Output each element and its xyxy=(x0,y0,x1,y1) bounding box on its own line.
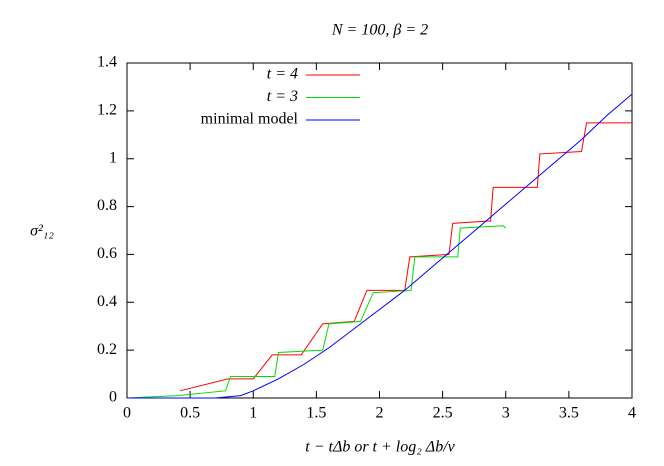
x-tick-label: 3.5 xyxy=(559,405,579,422)
y-axis-label: σ²₁₂ xyxy=(30,223,54,240)
x-tick-label: 0 xyxy=(123,405,131,422)
y-tick-label: 0.2 xyxy=(97,341,117,358)
y-tick-label: 1 xyxy=(109,149,117,166)
series-line xyxy=(127,93,633,399)
x-axis-label: t − tΔb or t + log₂ Δb/v xyxy=(305,439,455,456)
legend-label: minimal model xyxy=(201,111,299,128)
x-tick-label: 1.5 xyxy=(306,405,326,422)
series-line xyxy=(126,225,507,399)
y-tick-label: 0 xyxy=(109,389,117,406)
chart-title: N = 100, β = 2 xyxy=(331,22,428,39)
x-tick-label: 2.5 xyxy=(433,405,453,422)
y-tick-label: 1.2 xyxy=(97,102,117,119)
x-tick-label: 0.5 xyxy=(180,405,200,422)
legend-label: t = 3 xyxy=(267,88,298,105)
x-tick-label: 3 xyxy=(502,405,510,422)
x-tick-label: 1 xyxy=(249,405,257,422)
y-tick-label: 0.8 xyxy=(97,197,117,214)
x-tick-label: 4 xyxy=(628,405,636,422)
y-tick-label: 0.6 xyxy=(97,245,117,262)
legend-label: t = 4 xyxy=(267,66,298,83)
y-tick-label: 0.4 xyxy=(97,293,117,310)
x-tick-label: 2 xyxy=(376,405,384,422)
series-line xyxy=(179,122,632,392)
y-tick-label: 1.4 xyxy=(97,54,117,71)
